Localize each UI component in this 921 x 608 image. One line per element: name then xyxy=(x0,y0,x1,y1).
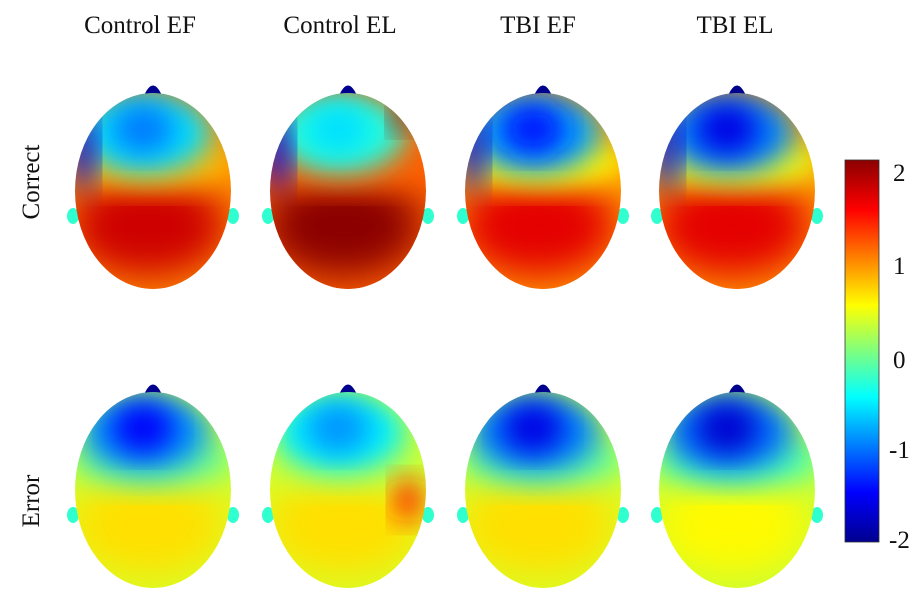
head-map-correct-control-ef xyxy=(67,85,239,289)
right-temporal-peak xyxy=(394,478,422,522)
head-map-correct-tbi-ef xyxy=(457,85,629,289)
right-ear xyxy=(617,208,629,224)
frontal-minimum xyxy=(501,402,565,454)
left-ear xyxy=(457,507,469,523)
colorbar-tick-0: 0 xyxy=(893,347,906,374)
posterior-field xyxy=(75,174,228,278)
head-map-correct-control-el xyxy=(262,85,434,289)
left-frontal-edge xyxy=(465,111,485,191)
left-frontal-edge xyxy=(270,111,290,191)
column-title-tbi-ef: TBI EF xyxy=(500,12,576,39)
frontal-minimum xyxy=(111,103,175,155)
colorbar-tick-neg2: -2 xyxy=(889,527,910,554)
right-ear xyxy=(617,507,629,523)
left-ear xyxy=(651,507,663,523)
right-ear xyxy=(811,507,823,523)
head-map-error-tbi-ef xyxy=(457,384,629,588)
colorbar-tick-1: 1 xyxy=(893,253,906,280)
left-ear xyxy=(67,507,79,523)
head-map-error-control-ef xyxy=(67,384,239,588)
right-ear xyxy=(811,208,823,224)
right-ear xyxy=(422,208,434,224)
frontal-minimum xyxy=(306,103,370,155)
column-title-control-el: Control EL xyxy=(283,12,397,39)
frontal-minimum xyxy=(695,103,759,155)
right-ear xyxy=(227,208,239,224)
left-frontal-edge xyxy=(659,111,679,191)
left-ear xyxy=(651,208,663,224)
frontal-minimum xyxy=(111,402,175,454)
head-map-error-control-el xyxy=(262,384,434,588)
posterior-field xyxy=(270,473,423,577)
left-ear xyxy=(262,507,274,523)
right-frontal-peak xyxy=(390,106,410,132)
head-map-correct-tbi-el xyxy=(651,85,823,289)
left-ear xyxy=(262,208,274,224)
column-title-control-ef: Control EF xyxy=(84,12,196,39)
frontal-minimum xyxy=(695,402,759,454)
right-ear xyxy=(422,507,434,523)
colorbar-tick-neg1: -1 xyxy=(889,437,910,464)
column-title-tbi-el: TBI EL xyxy=(696,12,774,39)
posterior-field xyxy=(659,174,812,278)
left-ear xyxy=(67,208,79,224)
left-ear xyxy=(457,208,469,224)
posterior-field xyxy=(465,174,618,278)
frontal-minimum xyxy=(306,402,370,454)
head-map-error-tbi-el xyxy=(651,384,823,588)
colorbar-tick-2: 2 xyxy=(893,160,906,187)
right-ear xyxy=(227,507,239,523)
left-frontal-edge xyxy=(75,111,95,191)
posterior-field xyxy=(75,473,228,577)
posterior-field xyxy=(270,174,423,278)
posterior-field xyxy=(465,473,618,577)
colorbar xyxy=(844,159,880,543)
posterior-field xyxy=(659,473,812,577)
frontal-minimum xyxy=(501,103,565,155)
